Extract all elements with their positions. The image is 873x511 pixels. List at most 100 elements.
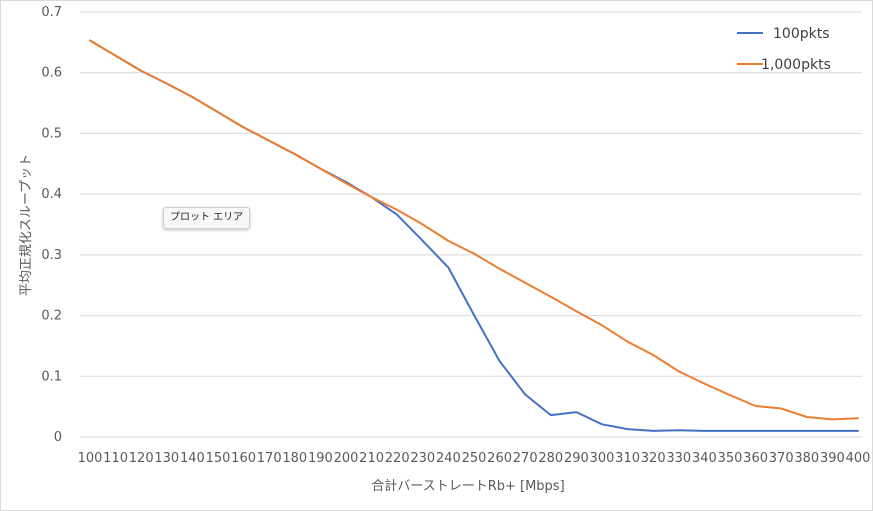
x-tick-label: 190	[308, 451, 333, 466]
data-point[interactable]	[600, 323, 605, 328]
x-tick-label: 340	[692, 451, 717, 466]
x-tick-label: 370	[769, 451, 794, 466]
data-point[interactable]	[267, 138, 272, 143]
y-tick-label: 0.2	[41, 309, 62, 324]
data-point[interactable]	[702, 381, 707, 386]
data-point[interactable]	[676, 428, 681, 433]
data-point[interactable]	[856, 416, 861, 421]
data-point[interactable]	[113, 53, 118, 58]
data-point[interactable]	[753, 428, 758, 433]
data-point[interactable]	[651, 353, 656, 358]
data-point[interactable]	[804, 428, 809, 433]
data-point[interactable]	[190, 95, 195, 100]
y-tick-label: 0.3	[41, 248, 62, 263]
data-point[interactable]	[804, 414, 809, 419]
data-point[interactable]	[676, 369, 681, 374]
x-tick-label: 350	[718, 451, 743, 466]
legend-label: 1,000pkts	[761, 57, 831, 73]
series-line[interactable]	[89, 39, 859, 432]
y-tick-label: 0.1	[41, 369, 62, 384]
data-point[interactable]	[318, 166, 323, 171]
data-point[interactable]	[548, 413, 553, 418]
legend-item[interactable]: 1,000pkts	[737, 57, 831, 73]
x-tick-label: 120	[129, 451, 154, 466]
x-tick-label: 110	[103, 451, 128, 466]
plot-area-tooltip: プロット エリア	[163, 207, 251, 229]
data-point[interactable]	[420, 222, 425, 227]
x-tick-label: 260	[487, 451, 512, 466]
x-tick-label: 220	[385, 451, 410, 466]
x-tick-label: 390	[820, 451, 845, 466]
y-tick-label: 0.4	[41, 187, 62, 202]
data-point[interactable]	[574, 309, 579, 314]
x-tick-label: 160	[231, 451, 256, 466]
y-tick-label: 0.7	[41, 5, 62, 20]
data-point[interactable]	[523, 392, 528, 397]
data-point[interactable]	[779, 406, 784, 411]
data-point[interactable]	[344, 181, 349, 186]
x-tick-label: 380	[794, 451, 819, 466]
x-tick-label: 280	[538, 451, 563, 466]
x-axis-title: 合計バーストレートRb+ [Mbps]	[371, 478, 564, 494]
y-axis-ticks: 0 0.1 0.2 0.3 0.4 0.5 0.6 0.7	[41, 5, 62, 445]
data-point[interactable]	[728, 393, 733, 398]
y-tick-label: 0.6	[41, 66, 62, 81]
data-point[interactable]	[472, 312, 477, 317]
data-point[interactable]	[779, 428, 784, 433]
data-point[interactable]	[574, 410, 579, 415]
data-point[interactable]	[369, 195, 374, 200]
x-tick-label: 310	[615, 451, 640, 466]
data-point[interactable]	[139, 68, 144, 73]
data-point[interactable]	[523, 280, 528, 285]
x-tick-label: 200	[334, 451, 359, 466]
data-point[interactable]	[292, 152, 297, 157]
y-axis-title: 平均正規化スループット	[19, 154, 34, 296]
data-point[interactable]	[548, 294, 553, 299]
data-point[interactable]	[241, 125, 246, 130]
data-point[interactable]	[164, 81, 169, 86]
series-lines[interactable]	[88, 38, 861, 433]
gridlines	[80, 11, 862, 438]
data-point[interactable]	[856, 428, 861, 433]
x-tick-label: 360	[743, 451, 768, 466]
data-point[interactable]	[702, 428, 707, 433]
x-tick-label: 180	[282, 451, 307, 466]
data-point[interactable]	[446, 265, 451, 270]
data-point[interactable]	[625, 339, 630, 344]
data-point[interactable]	[497, 266, 502, 271]
x-tick-label: 100	[78, 451, 103, 466]
data-point[interactable]	[753, 404, 758, 409]
data-point[interactable]	[651, 428, 656, 433]
data-point[interactable]	[600, 422, 605, 427]
data-point[interactable]	[420, 238, 425, 243]
x-tick-label: 140	[180, 451, 205, 466]
data-point[interactable]	[395, 212, 400, 217]
x-tick-label: 240	[436, 451, 461, 466]
data-point[interactable]	[472, 251, 477, 256]
y-tick-label: 0	[54, 430, 62, 445]
x-tick-label: 330	[666, 451, 691, 466]
data-point[interactable]	[728, 428, 733, 433]
x-tick-label: 320	[641, 451, 666, 466]
x-tick-label: 400	[846, 451, 871, 466]
series-0[interactable]	[88, 38, 861, 433]
x-tick-label: 130	[154, 451, 179, 466]
data-point[interactable]	[625, 427, 630, 432]
series-1[interactable]	[88, 38, 861, 422]
data-point[interactable]	[88, 38, 93, 43]
series-line[interactable]	[89, 39, 859, 421]
legend-label: 100pkts	[773, 26, 830, 42]
x-tick-label: 250	[462, 451, 487, 466]
legend-item[interactable]: 100pkts	[737, 26, 830, 42]
data-point[interactable]	[446, 238, 451, 243]
x-tick-label: 230	[410, 451, 435, 466]
data-point[interactable]	[830, 428, 835, 433]
data-point[interactable]	[830, 417, 835, 422]
data-point[interactable]	[395, 207, 400, 212]
x-tick-label: 290	[564, 451, 589, 466]
x-tick-label: 210	[359, 451, 384, 466]
data-point[interactable]	[497, 359, 502, 364]
legend[interactable]: 100pkts 1,000pkts	[737, 26, 831, 73]
data-point[interactable]	[216, 110, 221, 115]
